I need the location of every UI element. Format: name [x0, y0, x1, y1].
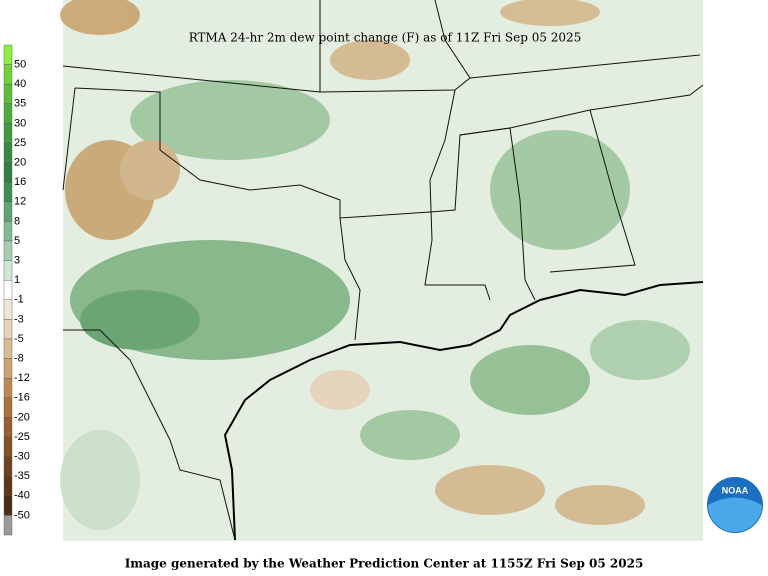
- legend-swatch: [3, 515, 13, 536]
- legend-swatch: [3, 319, 13, 340]
- legend-label: -12: [14, 372, 30, 384]
- legend-label: 16: [14, 176, 26, 188]
- legend-swatch: [3, 299, 13, 320]
- legend-label: -20: [14, 411, 30, 423]
- legend-swatch: [3, 44, 13, 65]
- footer: Image generated by the Weather Predictio…: [125, 557, 644, 571]
- legend-swatch: [3, 123, 13, 144]
- legend-swatch: [3, 417, 13, 438]
- legend-swatch: [3, 64, 13, 85]
- legend-swatch: [3, 201, 13, 222]
- legend-label: 8: [14, 215, 20, 227]
- legend-label: -8: [14, 353, 24, 365]
- legend-label: 50: [14, 59, 26, 71]
- map: [60, 0, 704, 541]
- legend-label: -3: [14, 313, 24, 325]
- legend-label: -1: [14, 294, 24, 306]
- legend-label: -30: [14, 451, 30, 463]
- legend-swatch: [3, 397, 13, 418]
- legend-swatch: [3, 83, 13, 104]
- legend-swatch: [3, 495, 13, 516]
- legend-label: 20: [14, 157, 26, 169]
- legend-swatch: [3, 103, 13, 124]
- legend-label: -35: [14, 470, 30, 482]
- legend-label: -25: [14, 431, 30, 443]
- legend: 50 40 35 30 25 20 16 12 8 5 3 1 -1 -3 -5 -8 -12 -16 -20 -25…: [3, 44, 30, 536]
- legend-label: 40: [14, 78, 26, 90]
- legend-swatch: [3, 240, 13, 261]
- legend-label: -16: [14, 392, 30, 404]
- legend-swatch: [3, 260, 13, 281]
- legend-label: 25: [14, 137, 26, 149]
- legend-swatch: [3, 142, 13, 163]
- legend-label: 30: [14, 117, 26, 129]
- legend-label: -5: [14, 333, 24, 345]
- legend-label: 12: [14, 196, 26, 208]
- legend-swatch: [3, 476, 13, 497]
- legend-swatch: [3, 456, 13, 477]
- legend-label: 5: [14, 235, 20, 247]
- legend-label: -50: [14, 509, 30, 521]
- noaa-logo: NOAA: [705, 475, 765, 535]
- legend-swatch: [3, 221, 13, 242]
- legend-swatch: [3, 436, 13, 457]
- legend-swatch: [3, 338, 13, 359]
- logo-text: NOAA: [722, 485, 749, 495]
- legend-label: 35: [14, 98, 26, 110]
- legend-swatch: [3, 181, 13, 202]
- legend-swatch: [3, 280, 13, 301]
- legend-label: 1: [14, 274, 20, 286]
- legend-swatch: [3, 162, 13, 183]
- legend-swatch: [3, 358, 13, 379]
- title: RTMA 24-hr 2m dew point change (F) as of…: [189, 31, 582, 45]
- legend-label: -40: [14, 490, 30, 502]
- legend-swatch: [3, 378, 13, 399]
- legend-label: 3: [14, 255, 20, 267]
